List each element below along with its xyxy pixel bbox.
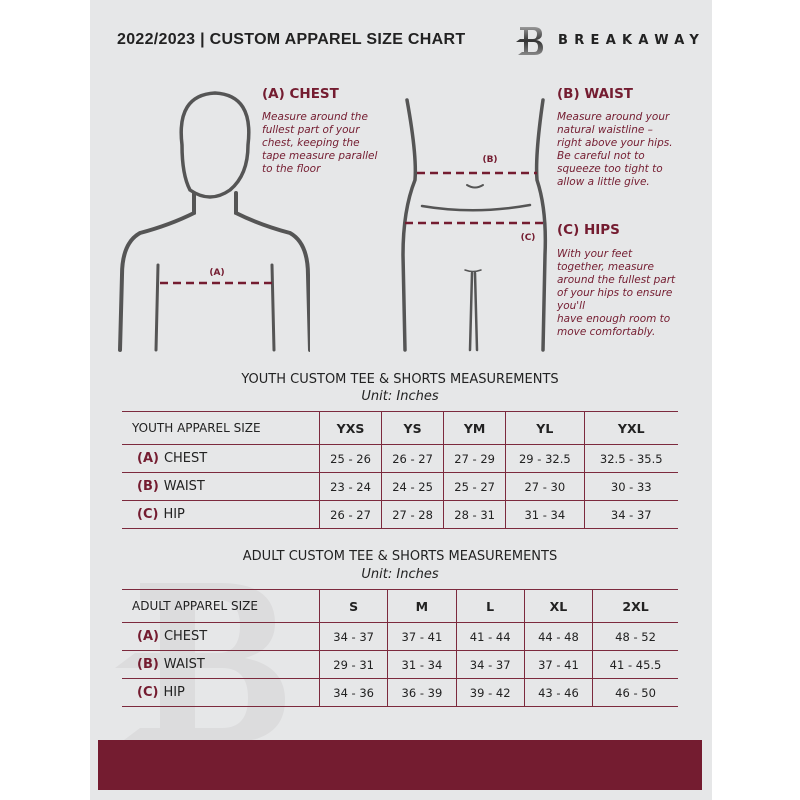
breakaway-logo-icon <box>516 27 543 55</box>
brand-name: BREAKAWAY <box>558 33 706 48</box>
cell: 31 - 34 <box>505 500 584 529</box>
cell: 29 - 32.5 <box>505 444 584 473</box>
adult-table-title: ADULT CUSTOM TEE & SHORTS MEASUREMENTS <box>242 549 558 564</box>
waist-heading: (B) WAIST <box>557 86 634 102</box>
lower-body-figure: (B) (C) <box>401 98 548 352</box>
cell: 24 - 25 <box>381 472 444 501</box>
cell: 23 - 24 <box>318 472 382 501</box>
youth-size-table: YOUTH APPAREL SIZE YXS YS YM YL YXL (A) C… <box>122 411 678 529</box>
size-header: L <box>455 589 525 623</box>
adult-table-unit: Unit: Inches <box>361 567 439 582</box>
cell: 29 - 31 <box>318 650 388 679</box>
size-header: YL <box>505 411 584 445</box>
cell: 41 - 45.5 <box>592 650 678 679</box>
chest-marker: (A) <box>209 268 224 278</box>
youth-table-unit: Unit: Inches <box>361 389 439 404</box>
size-header: YXS <box>318 411 382 445</box>
row-label: (A) CHEST <box>122 444 320 473</box>
cell: 27 - 28 <box>381 500 444 529</box>
row-header: ADULT APPAREL SIZE <box>122 589 320 623</box>
table-header-row: YOUTH APPAREL SIZE YXS YS YM YL YXL <box>122 411 678 445</box>
cell: 37 - 41 <box>387 622 457 651</box>
cell: 37 - 41 <box>523 650 593 679</box>
size-header: S <box>318 589 388 623</box>
row-label: (B) WAIST <box>122 472 320 501</box>
size-header: YS <box>381 411 444 445</box>
waist-description: Measure around your natural waistline – ri… <box>557 111 673 188</box>
cell: 26 - 27 <box>381 444 444 473</box>
cell: 34 - 37 <box>583 500 678 529</box>
cell: 30 - 33 <box>583 472 678 501</box>
cell: 27 - 30 <box>505 472 584 501</box>
cell: 28 - 31 <box>443 500 506 529</box>
cell: 34 - 37 <box>318 622 388 651</box>
youth-table-title: YOUTH CUSTOM TEE & SHORTS MEASUREMENTS <box>241 372 559 387</box>
hips-heading: (C) HIPS <box>557 222 620 238</box>
cell: 48 - 52 <box>592 622 678 651</box>
row-label: (C) HIP <box>122 500 320 529</box>
table-row: (A) CHEST 34 - 37 37 - 41 41 - 44 44 - 48… <box>122 622 678 651</box>
adult-size-table: ADULT APPAREL SIZE S M L XL 2XL (A) CHEST… <box>122 589 678 707</box>
cell: 32.5 - 35.5 <box>583 444 678 473</box>
table-row: (B) WAIST 23 - 24 24 - 25 25 - 27 27 - 30… <box>122 472 678 501</box>
chest-description: Measure around the fullest part of your ch… <box>262 111 378 175</box>
upper-body-figure: (A) <box>118 91 310 352</box>
chest-heading: (A) CHEST <box>262 86 339 102</box>
table-header-row: ADULT APPAREL SIZE S M L XL 2XL <box>122 589 678 623</box>
cell: 36 - 39 <box>387 678 457 707</box>
hips-marker: (C) <box>521 233 536 243</box>
cell: 39 - 42 <box>455 678 525 707</box>
footer-band <box>98 740 702 790</box>
cell: 31 - 34 <box>387 650 457 679</box>
cell: 34 - 37 <box>455 650 525 679</box>
row-label: (A) CHEST <box>122 622 320 651</box>
size-header: XL <box>523 589 593 623</box>
row-header: YOUTH APPAREL SIZE <box>122 411 320 445</box>
size-header: M <box>387 589 457 623</box>
table-row: (C) HIP 34 - 36 36 - 39 39 - 42 43 - 46 4… <box>122 678 678 707</box>
size-header: 2XL <box>592 589 678 623</box>
table-row: (A) CHEST 25 - 26 26 - 27 27 - 29 29 - 32… <box>122 444 678 473</box>
row-label: (C) HIP <box>122 678 320 707</box>
table-row: (C) HIP 26 - 27 27 - 28 28 - 31 31 - 34 3… <box>122 500 678 529</box>
cell: 25 - 26 <box>318 444 382 473</box>
cell: 27 - 29 <box>443 444 506 473</box>
size-header: YM <box>443 411 506 445</box>
cell: 41 - 44 <box>455 622 525 651</box>
size-header: YXL <box>583 411 678 445</box>
cell: 26 - 27 <box>318 500 382 529</box>
waist-marker: (B) <box>482 155 497 165</box>
cell: 34 - 36 <box>318 678 388 707</box>
table-row: (B) WAIST 29 - 31 31 - 34 34 - 37 37 - 41… <box>122 650 678 679</box>
hips-description: With your feet together, measure around th… <box>557 248 676 338</box>
page-title: 2022/2023 | CUSTOM APPAREL SIZE CHART <box>117 31 466 48</box>
row-label: (B) WAIST <box>122 650 320 679</box>
cell: 43 - 46 <box>523 678 593 707</box>
cell: 46 - 50 <box>592 678 678 707</box>
cell: 44 - 48 <box>523 622 593 651</box>
cell: 25 - 27 <box>443 472 506 501</box>
